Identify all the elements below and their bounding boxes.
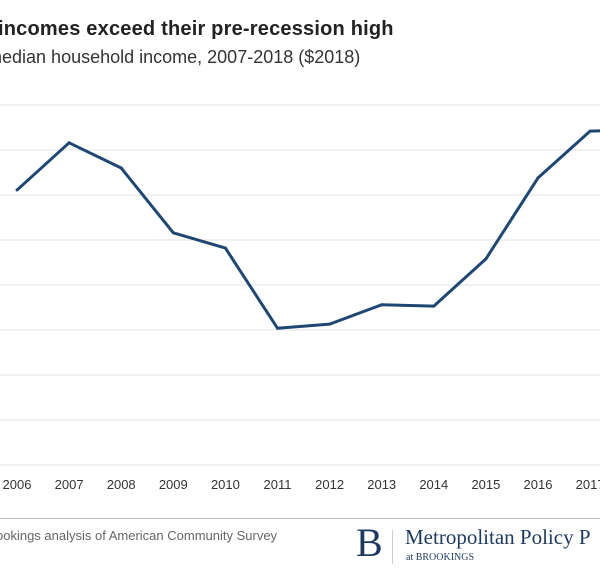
x-tick-label: 2016 <box>524 477 553 492</box>
series-line <box>15 129 600 330</box>
logo-divider <box>392 530 393 564</box>
brookings-logo-letter: B <box>356 520 383 565</box>
data-point <box>223 246 227 250</box>
x-tick-label: 2014 <box>419 477 448 492</box>
data-point <box>328 322 332 326</box>
data-point <box>484 257 488 261</box>
data-point <box>67 141 71 145</box>
data-point <box>171 231 175 235</box>
x-tick-label: 2008 <box>107 477 136 492</box>
x-tick-label: 2017 <box>576 477 600 492</box>
x-tick-label: 2012 <box>315 477 344 492</box>
logo-name: Metropolitan Policy P <box>405 525 591 549</box>
data-point <box>432 304 436 308</box>
data-point <box>380 303 384 307</box>
x-tick-label: 2006 <box>3 477 32 492</box>
line-chart: 2006 2007 2008 2009 2010 2011 2012 2013 2014 2015… <box>0 104 600 492</box>
data-point <box>119 166 123 170</box>
footer-divider <box>0 518 600 519</box>
x-tick-label: 2015 <box>471 477 500 492</box>
data-point <box>588 129 592 133</box>
data-point <box>536 176 540 180</box>
x-tick-label: 2009 <box>159 477 188 492</box>
x-tick-label: 2010 <box>211 477 240 492</box>
x-tick-label: 2013 <box>367 477 396 492</box>
data-point <box>276 326 279 330</box>
data-point <box>15 188 19 192</box>
x-tick-label: 2011 <box>264 477 292 492</box>
logo-subtitle: at BROOKINGS <box>406 552 475 563</box>
chart-title: incomes exceed their pre-recession high <box>0 18 394 40</box>
chart-subtitle: nedian household income, 2007-2018 ($201… <box>0 47 361 67</box>
source-note: ookings analysis of American Community S… <box>0 528 278 543</box>
x-tick-label: 2007 <box>55 477 84 492</box>
